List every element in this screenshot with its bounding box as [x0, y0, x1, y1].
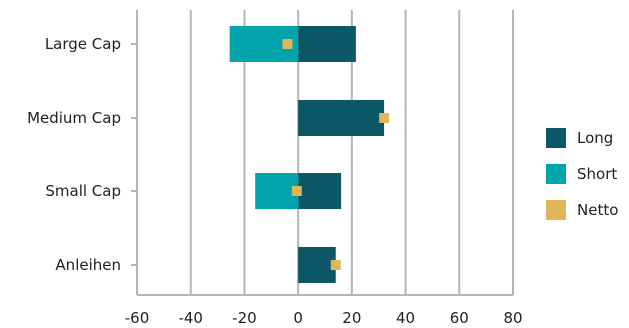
x-tick-label: -60 [125, 309, 150, 327]
marker-netto-medium-cap [379, 113, 390, 123]
legend-swatch-long [546, 128, 566, 148]
legend-label-short: Short [577, 165, 617, 183]
bar-long-anleihen [298, 247, 336, 283]
bar-long-medium-cap [298, 100, 385, 136]
y-tick-label: Small Cap [45, 182, 121, 200]
marker-netto-anleihen [330, 260, 341, 270]
legend-swatch-netto [546, 200, 566, 220]
x-tick-label: -20 [232, 309, 257, 327]
y-tick-label: Large Cap [45, 35, 121, 53]
legend-label-long: Long [577, 129, 613, 147]
bar-long-large-cap [298, 26, 356, 62]
y-tick-label: Anleihen [55, 256, 121, 274]
y-axis: Large Cap Medium Cap Small Cap Anleihen [27, 10, 138, 295]
x-tick-label: 20 [342, 309, 361, 327]
netto-markers [282, 39, 390, 270]
legend-label-netto: Netto [577, 201, 618, 219]
x-tick-label: 40 [396, 309, 415, 327]
y-tick-label: Medium Cap [27, 109, 121, 127]
legend: Long Short Netto [546, 128, 618, 220]
bars [229, 26, 385, 283]
marker-netto-large-cap [282, 39, 293, 49]
bar-short-small-cap [255, 173, 299, 209]
x-tick-label: -40 [178, 309, 203, 327]
x-tick-label: 80 [503, 309, 522, 327]
marker-netto-small-cap [291, 186, 302, 196]
x-tick-label: 0 [293, 309, 303, 327]
x-tick-label: 60 [450, 309, 469, 327]
legend-swatch-short [546, 164, 566, 184]
x-axis: -60 -40 -20 0 20 40 60 80 [125, 294, 523, 327]
bar-long-small-cap [298, 173, 342, 209]
